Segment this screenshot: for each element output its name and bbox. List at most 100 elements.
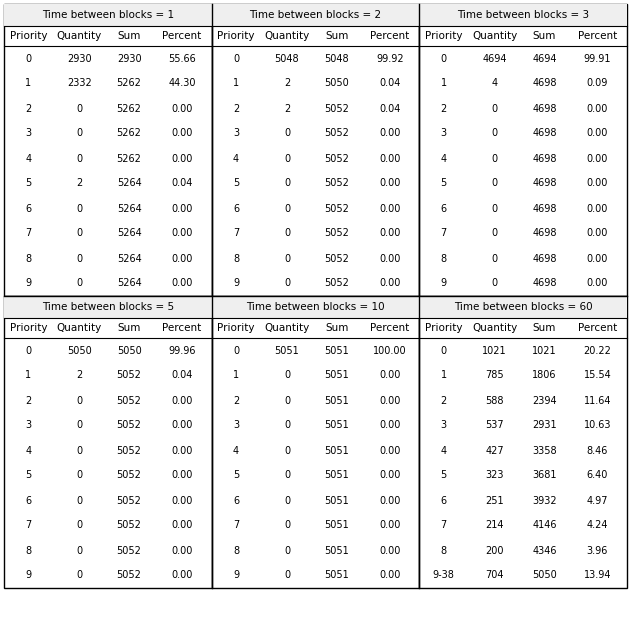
Text: 0.00: 0.00 [379,253,401,263]
Text: 0: 0 [76,570,82,580]
Text: 0: 0 [76,129,82,139]
Text: 0: 0 [76,154,82,163]
Text: 2930: 2930 [67,54,91,64]
Text: Time between blocks = 10: Time between blocks = 10 [246,302,385,312]
Text: 7: 7 [440,228,447,238]
Text: Priority: Priority [425,31,463,41]
Text: 2: 2 [284,104,290,114]
Text: 3932: 3932 [532,495,557,505]
Text: 6: 6 [440,203,447,213]
Bar [420,296,627,588]
Text: 0.00: 0.00 [172,545,192,555]
Text: 0.04: 0.04 [379,104,401,114]
Text: Sum: Sum [117,323,141,333]
Text: 6: 6 [440,495,447,505]
Text: Quantity: Quantity [264,31,310,41]
Text: 3.96: 3.96 [587,545,608,555]
Text: Sum: Sum [533,31,556,41]
Text: 2332: 2332 [67,79,91,89]
Text: 0.00: 0.00 [172,253,192,263]
Text: 3: 3 [233,129,239,139]
Text: Priority: Priority [425,323,463,333]
Text: 5051: 5051 [324,346,349,356]
Text: 5262: 5262 [117,129,141,139]
Text: 427: 427 [485,446,504,456]
Text: 2930: 2930 [117,54,141,64]
Text: 4694: 4694 [482,54,507,64]
Text: 0: 0 [492,253,498,263]
Text: 2: 2 [76,371,83,381]
Text: Percent: Percent [370,31,410,41]
Text: 0: 0 [492,178,498,188]
Text: 10.63: 10.63 [584,421,611,431]
Text: Time between blocks = 3: Time between blocks = 3 [457,10,589,20]
Text: 2394: 2394 [532,396,557,406]
Text: Priority: Priority [217,31,255,41]
Text: 5048: 5048 [274,54,299,64]
Text: 4698: 4698 [532,203,557,213]
Text: 0: 0 [492,129,498,139]
Text: 5051: 5051 [324,446,349,456]
Text: 5051: 5051 [324,520,349,530]
Text: 0: 0 [76,396,82,406]
Text: 0.00: 0.00 [172,520,192,530]
Text: 0: 0 [76,253,82,263]
Text: 0: 0 [284,371,290,381]
Bar [420,4,627,296]
Text: 5051: 5051 [324,570,349,580]
Text: 5050: 5050 [324,79,349,89]
Text: 5264: 5264 [117,178,141,188]
Text: 200: 200 [485,545,504,555]
Text: 99.92: 99.92 [376,54,404,64]
Text: 0.00: 0.00 [587,253,608,263]
Text: 3358: 3358 [532,446,557,456]
Text: 0.00: 0.00 [172,129,192,139]
Text: 5052: 5052 [117,570,141,580]
Text: Time between blocks = 2: Time between blocks = 2 [249,10,382,20]
Text: 0: 0 [284,154,290,163]
Text: 0: 0 [284,520,290,530]
Text: 8: 8 [233,545,239,555]
Text: 0: 0 [284,421,290,431]
Text: 2: 2 [25,396,32,406]
Text: 55.66: 55.66 [168,54,196,64]
Text: Time between blocks = 60: Time between blocks = 60 [454,302,593,312]
Bar [4,4,211,296]
Text: 7: 7 [440,520,447,530]
Text: 5052: 5052 [324,129,349,139]
Text: 0: 0 [76,495,82,505]
Text: 0.00: 0.00 [587,203,608,213]
Text: 4.97: 4.97 [587,495,608,505]
Text: 0.00: 0.00 [172,396,192,406]
Text: 4698: 4698 [532,79,557,89]
Text: 5052: 5052 [324,278,349,288]
Text: 4698: 4698 [532,178,557,188]
Text: 0.00: 0.00 [379,545,401,555]
Text: 0: 0 [76,278,82,288]
Text: 0.00: 0.00 [587,228,608,238]
Text: 0: 0 [440,54,447,64]
Text: 0.00: 0.00 [379,129,401,139]
Text: 0: 0 [492,203,498,213]
Text: 5051: 5051 [324,371,349,381]
Text: 0.00: 0.00 [172,421,192,431]
Text: 537: 537 [485,421,504,431]
Text: 0.00: 0.00 [172,495,192,505]
Text: 2: 2 [440,396,447,406]
Text: 5052: 5052 [117,371,141,381]
Text: 7: 7 [25,520,32,530]
Text: 0: 0 [492,104,498,114]
Text: Priority: Priority [9,31,47,41]
Text: 5052: 5052 [324,203,349,213]
Text: 0.00: 0.00 [379,470,401,480]
Bar [420,296,627,318]
Text: 2: 2 [233,396,239,406]
Text: 6: 6 [25,203,32,213]
Text: 0.09: 0.09 [587,79,608,89]
Text: 0: 0 [284,396,290,406]
Text: 0.00: 0.00 [172,278,192,288]
Text: 5050: 5050 [117,346,141,356]
Text: 8: 8 [25,545,32,555]
Text: 5264: 5264 [117,278,141,288]
Text: Sum: Sum [117,31,141,41]
